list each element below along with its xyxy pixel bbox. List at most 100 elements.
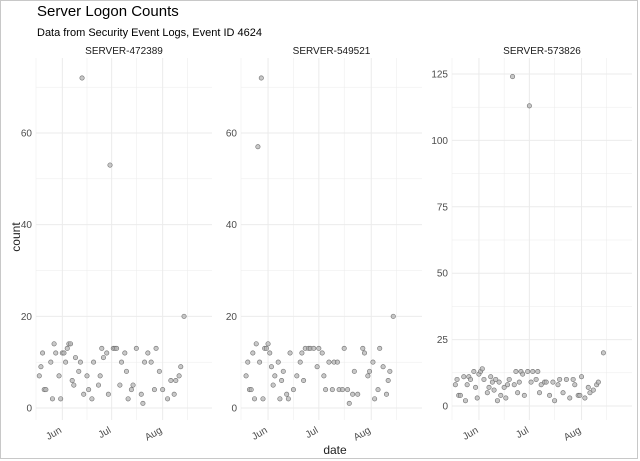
data-point <box>151 387 157 393</box>
data-point <box>178 364 184 370</box>
data-point <box>486 384 492 390</box>
data-point <box>498 392 504 398</box>
facet-strip-label: SERVER-472389 <box>85 46 163 57</box>
data-point <box>311 345 317 351</box>
data-point <box>142 359 148 365</box>
y-tick-label: 60 <box>21 129 33 140</box>
data-point <box>100 355 106 361</box>
data-point <box>58 396 64 402</box>
y-tick-label: 125 <box>431 70 448 81</box>
data-point <box>377 345 383 351</box>
data-point <box>572 382 578 388</box>
data-point <box>341 345 347 351</box>
data-point <box>372 396 378 402</box>
data-point <box>114 345 120 351</box>
data-point <box>501 384 507 390</box>
data-point <box>326 359 332 365</box>
data-point <box>243 373 249 379</box>
data-point <box>123 368 129 374</box>
data-point <box>321 373 327 379</box>
data-point <box>511 382 517 388</box>
data-point <box>316 345 322 351</box>
data-point <box>72 355 78 361</box>
chart-subtitle: Data from Security Event Logs, Event ID … <box>37 27 263 39</box>
data-point <box>557 376 563 382</box>
y-tick-label: 20 <box>226 312 238 323</box>
data-point <box>125 396 131 402</box>
data-point <box>156 368 162 374</box>
data-point <box>297 359 303 365</box>
data-point <box>270 382 276 388</box>
data-point <box>56 373 62 379</box>
data-point <box>43 387 49 393</box>
data-point <box>69 377 75 383</box>
data-point <box>585 384 591 390</box>
data-point <box>385 377 391 383</box>
data-point <box>91 359 97 365</box>
data-point <box>468 376 474 382</box>
data-point <box>301 377 307 383</box>
data-point <box>494 398 500 404</box>
data-point <box>97 373 103 379</box>
data-point <box>84 373 90 379</box>
data-point <box>272 373 278 379</box>
y-tick-label: 40 <box>226 220 238 231</box>
data-point <box>595 379 601 385</box>
data-point <box>153 345 159 351</box>
data-point <box>461 374 467 380</box>
data-point <box>171 391 177 397</box>
data-point <box>255 144 261 150</box>
data-point <box>53 350 59 356</box>
data-point <box>107 162 113 168</box>
data-point <box>285 396 291 402</box>
data-point <box>104 350 110 356</box>
data-point <box>526 103 532 109</box>
x-tick-label: Jun <box>461 425 480 443</box>
data-point <box>76 368 82 374</box>
data-point <box>493 376 499 382</box>
data-point <box>471 368 477 374</box>
data-point <box>329 387 335 393</box>
data-point <box>533 376 539 382</box>
data-point <box>117 382 123 388</box>
data-point <box>496 379 502 385</box>
data-point <box>138 391 144 397</box>
data-point <box>339 387 345 393</box>
data-point <box>248 387 254 393</box>
data-point <box>99 345 105 351</box>
data-point <box>173 377 179 383</box>
data-point <box>355 391 361 397</box>
data-point <box>68 341 74 347</box>
data-point <box>128 387 134 393</box>
data-point <box>64 345 70 351</box>
data-point <box>387 368 393 374</box>
data-point <box>570 376 576 382</box>
data-point <box>252 396 258 402</box>
data-point <box>319 350 325 356</box>
facet-strip-label: SERVER-573826 <box>503 46 581 57</box>
data-point <box>49 396 55 402</box>
data-point <box>51 341 57 347</box>
data-point <box>550 379 556 385</box>
data-point <box>473 384 479 390</box>
data-point <box>294 373 300 379</box>
data-point <box>334 359 340 365</box>
data-point <box>567 395 573 401</box>
y-tick-label: 75 <box>437 202 449 213</box>
data-point <box>168 377 174 383</box>
data-point <box>299 350 305 356</box>
data-point <box>165 396 171 402</box>
data-point <box>36 373 42 379</box>
data-point <box>370 359 376 365</box>
x-tick-label: Aug <box>562 425 583 443</box>
data-point <box>503 395 509 401</box>
x-tick-label: Jul <box>514 425 531 441</box>
data-point <box>360 345 366 351</box>
data-point <box>563 376 569 382</box>
data-point <box>555 382 561 388</box>
x-tick-label: Jul <box>97 425 114 441</box>
data-point <box>547 392 553 398</box>
data-point <box>528 379 534 385</box>
